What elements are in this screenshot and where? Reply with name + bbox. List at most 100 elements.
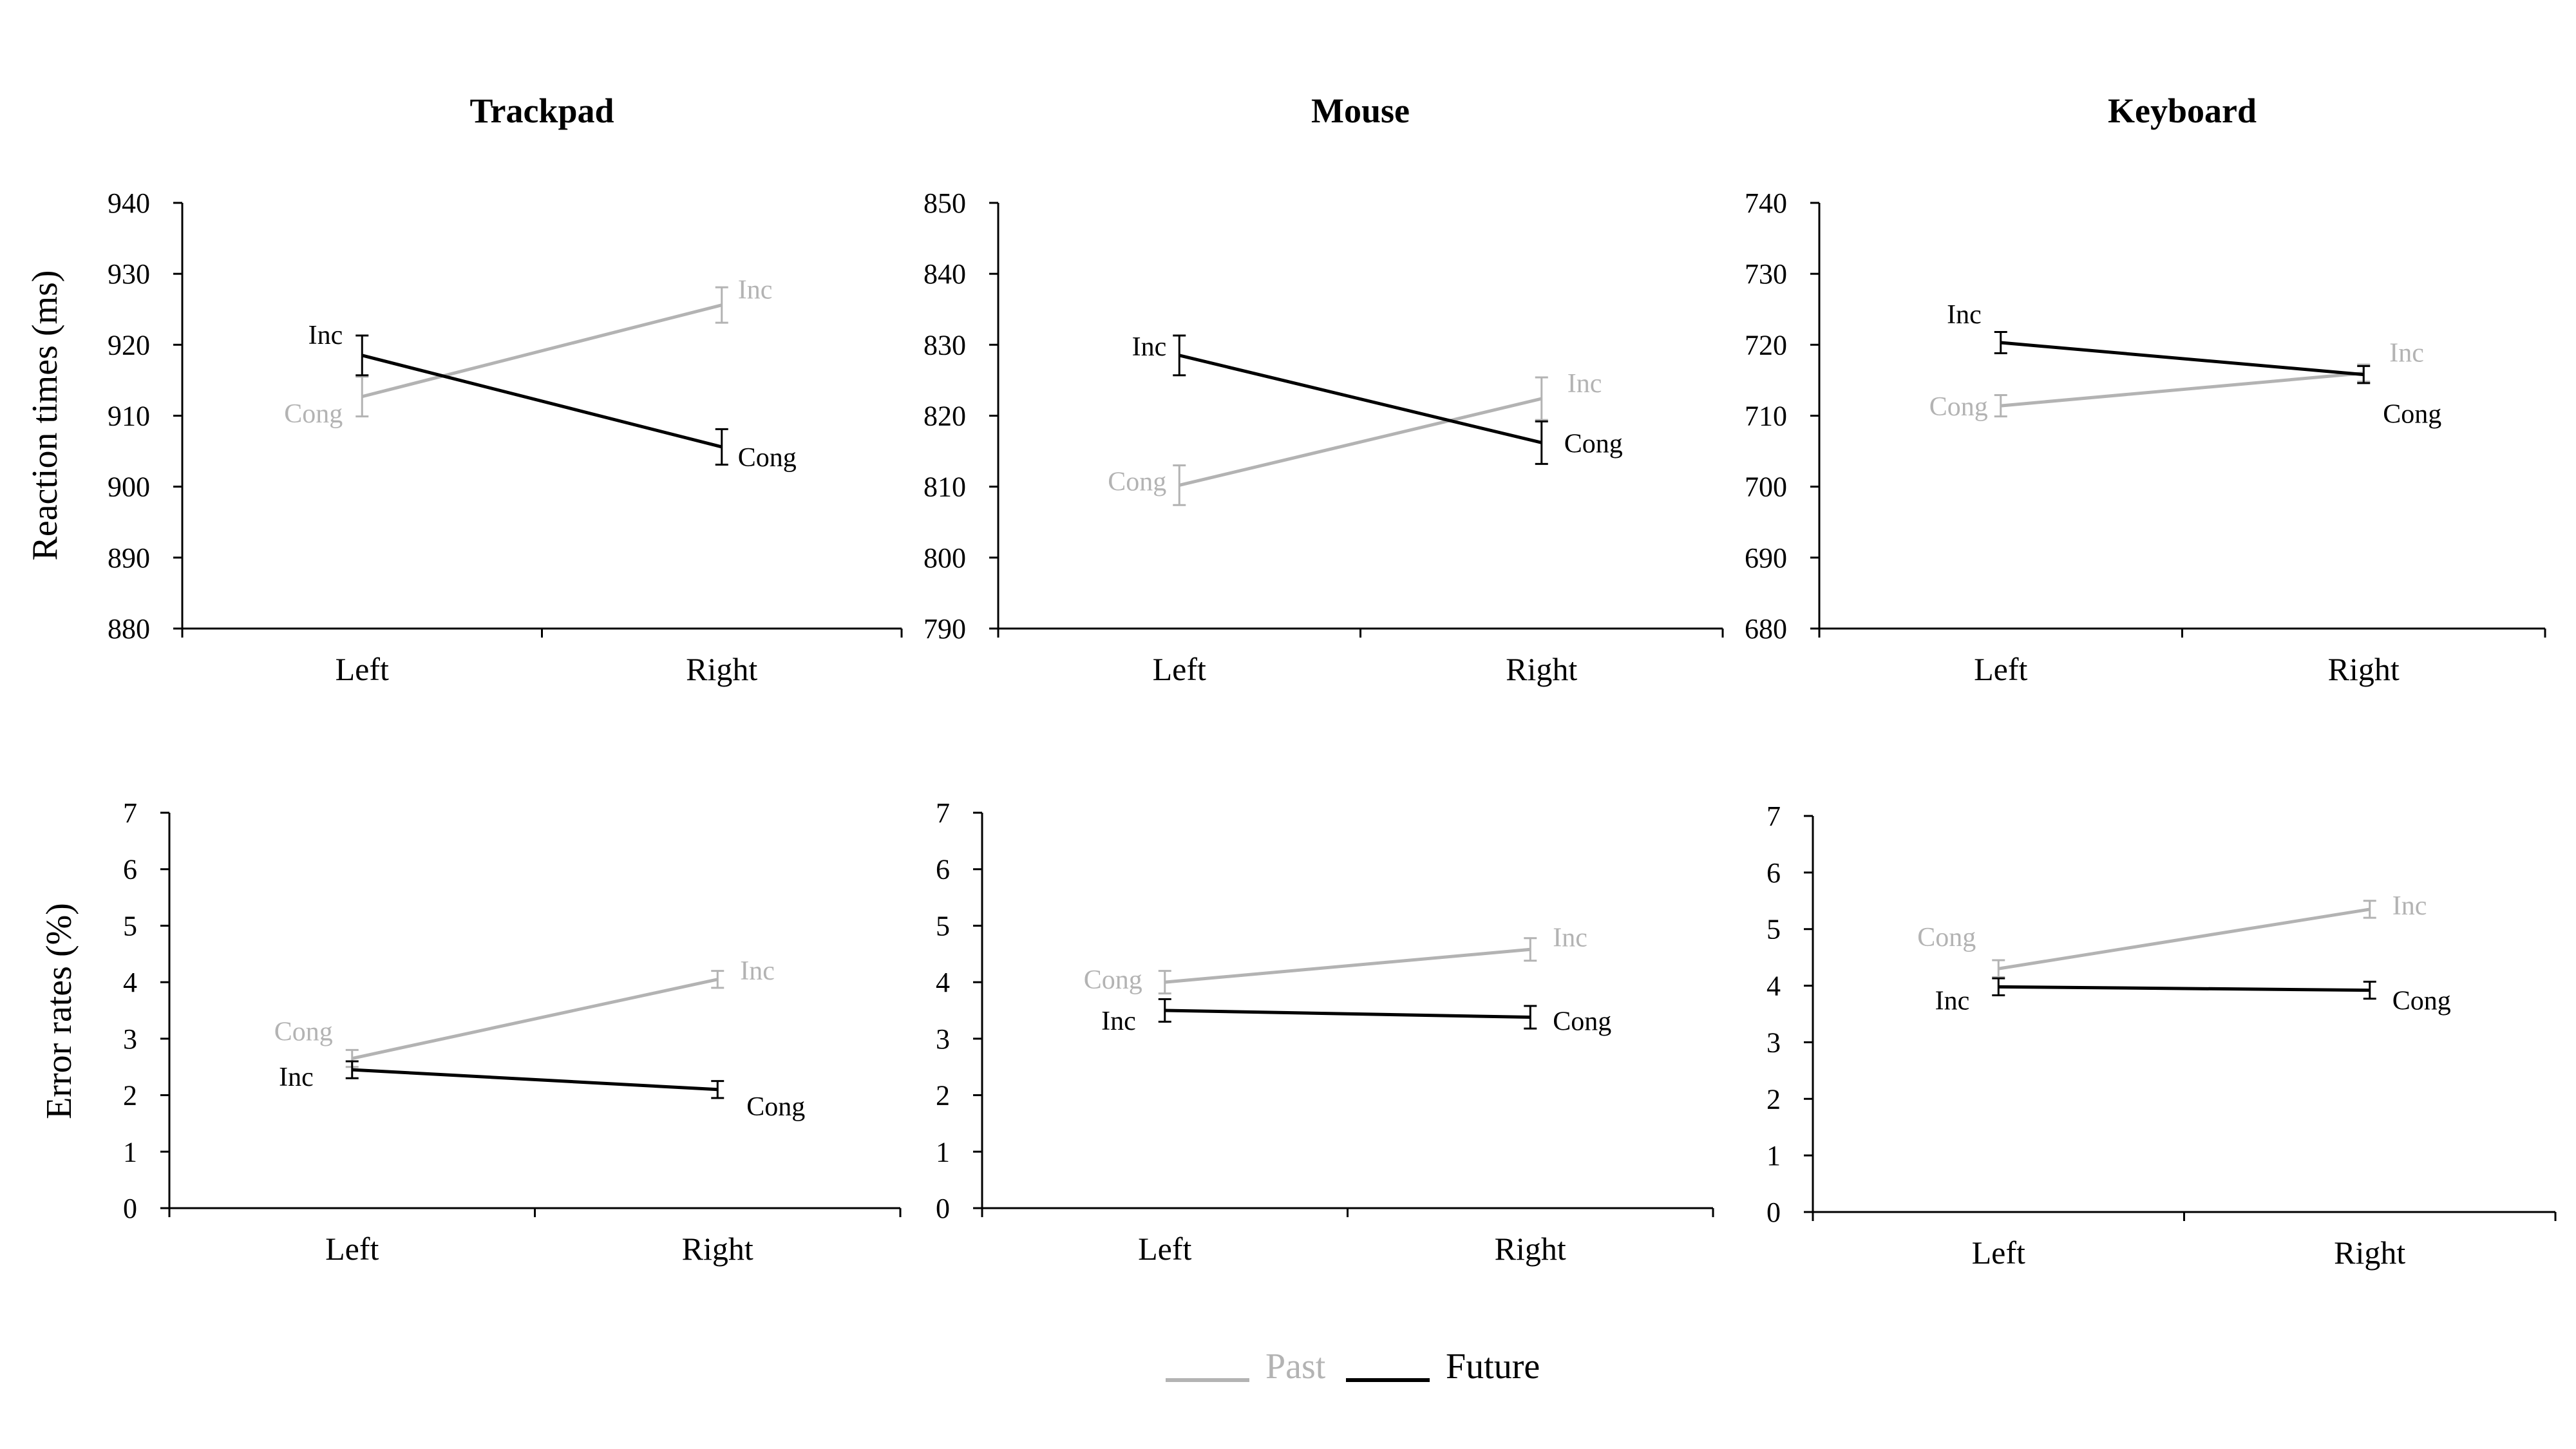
legend-label: Past	[1265, 1347, 1326, 1387]
y-tick-label: 730	[1745, 258, 1787, 290]
legend-item-past: Past	[1166, 1347, 1326, 1387]
series-line	[361, 303, 723, 399]
panel-row2-2: 0 1 2 3 4 5 6 7 Left Right Cong Inc Inc Cong	[936, 797, 1714, 1267]
y-tick-label: 5	[123, 910, 137, 942]
error-bar	[1158, 970, 1171, 995]
point-label: Inc	[2389, 338, 2424, 368]
y-tick-label: 1	[936, 1136, 950, 1168]
point-label: Inc	[1553, 923, 1587, 952]
point-label: Inc	[740, 956, 775, 986]
x-tick-label: Right	[1495, 1231, 1566, 1267]
y-tick-label: 5	[1766, 914, 1781, 945]
y-tick-label: 700	[1745, 471, 1787, 503]
error-bar	[1173, 464, 1186, 506]
error-bar	[2357, 365, 2371, 384]
y-tick-label: 1	[1766, 1140, 1781, 1171]
point-label: Cong	[746, 1092, 805, 1122]
error-bar	[355, 375, 369, 418]
x-tick-label: Right	[1506, 651, 1577, 687]
y-tick-label: 6	[936, 854, 950, 886]
y-tick-label: 6	[1766, 857, 1781, 889]
panel-title: Mouse	[1311, 91, 1410, 130]
y-tick-label: 2	[1766, 1083, 1781, 1115]
x-tick-label: Right	[682, 1231, 753, 1267]
panel-trackpad: Trackpad 880 890 900 910 920 930 940 Left Right Co…	[108, 91, 903, 687]
error-bar	[715, 286, 728, 324]
y-tick-label: 3	[123, 1023, 137, 1055]
x-tick-label: Left	[336, 651, 389, 687]
y-tick-label: 930	[108, 258, 150, 290]
point-label: Cong	[1917, 923, 1976, 952]
series-future: Inc Cong	[1101, 998, 1611, 1037]
error-bar	[1992, 959, 2005, 978]
error-bar	[1994, 394, 2007, 418]
point-label: Cong	[1084, 965, 1142, 995]
y-tick-label: 4	[123, 967, 137, 998]
y-tick-label: 4	[1766, 971, 1781, 1002]
y-tick-label: 680	[1745, 613, 1787, 645]
series-line	[2000, 341, 2364, 377]
y-tick-label: 940	[108, 187, 150, 219]
y-tick-label: 880	[108, 613, 150, 645]
y-tick-label: 1	[123, 1136, 137, 1168]
series-future: Inc Cong	[279, 1060, 805, 1122]
y-tick-label: 7	[123, 797, 137, 829]
y-tick-label: 910	[108, 401, 150, 432]
series-past: Cong Inc	[1929, 338, 2424, 422]
y-tick-label: 0	[936, 1193, 950, 1224]
point-label: Inc	[1935, 986, 1970, 1016]
series-future: Inc Cong	[308, 321, 797, 473]
y-tick-label: 4	[936, 967, 950, 998]
y-tick-label: 3	[936, 1023, 950, 1055]
panels: Trackpad 880 890 900 910 920 930 940 Left Right Co…	[108, 91, 2557, 1271]
series-line	[361, 354, 723, 449]
x-tick-label: Left	[325, 1231, 379, 1267]
row-label: Reaction times (ms)	[25, 270, 65, 560]
y-tick-label: 740	[1745, 187, 1787, 219]
y-tick-label: 790	[923, 613, 966, 645]
error-bar	[1524, 937, 1537, 962]
panel-title: Keyboard	[2108, 91, 2257, 130]
series-line	[1179, 397, 1542, 487]
point-label: Cong	[284, 399, 343, 429]
point-label: Inc	[1132, 332, 1167, 362]
y-tick-label: 710	[1745, 401, 1787, 432]
error-bar	[1524, 1005, 1537, 1030]
y-tick-label: 850	[923, 187, 966, 219]
x-tick-label: Right	[2334, 1235, 2405, 1271]
x-tick-label: Right	[2328, 651, 2400, 687]
x-tick-label: Right	[686, 651, 757, 687]
error-bar	[711, 1080, 724, 1099]
series-past: Cong Inc	[1108, 369, 1602, 506]
point-label: Cong	[274, 1018, 333, 1047]
legend: Past Future	[1166, 1347, 1540, 1387]
series-past: Cong Inc	[274, 956, 775, 1068]
point-label: Cong	[738, 443, 797, 473]
point-label: Inc	[1567, 369, 1602, 399]
panel-row2-1: 0 1 2 3 4 5 6 7 Left Right Cong Inc Inc Cong	[123, 797, 902, 1267]
row-labels: Reaction times (ms) Error rates (%)	[25, 270, 79, 1119]
error-bar	[355, 334, 369, 377]
error-bar	[711, 970, 724, 989]
series-line	[352, 1068, 718, 1092]
series-line	[1998, 985, 2370, 992]
series-future: Inc Cong	[1935, 977, 2451, 1016]
series-line	[1164, 1009, 1531, 1019]
error-bar	[1158, 998, 1171, 1023]
legend-label: Future	[1446, 1347, 1540, 1387]
y-tick-label: 7	[1766, 800, 1781, 832]
error-bar	[1535, 420, 1548, 465]
error-bar	[2363, 900, 2376, 919]
panel-row2-3: 0 1 2 3 4 5 6 7 Left Right Cong Inc Inc Cong	[1766, 800, 2557, 1271]
error-bar	[1535, 376, 1548, 421]
panel-title: Trackpad	[469, 91, 614, 130]
point-label: Cong	[1108, 467, 1166, 497]
point-label: Cong	[2383, 400, 2441, 430]
row-label: Error rates (%)	[39, 903, 79, 1119]
series-line	[352, 978, 718, 1061]
y-tick-label: 7	[936, 797, 950, 829]
y-tick-label: 0	[1766, 1197, 1781, 1228]
error-bar	[2363, 980, 2376, 1000]
y-tick-label: 920	[108, 329, 150, 361]
y-tick-label: 810	[923, 471, 966, 503]
